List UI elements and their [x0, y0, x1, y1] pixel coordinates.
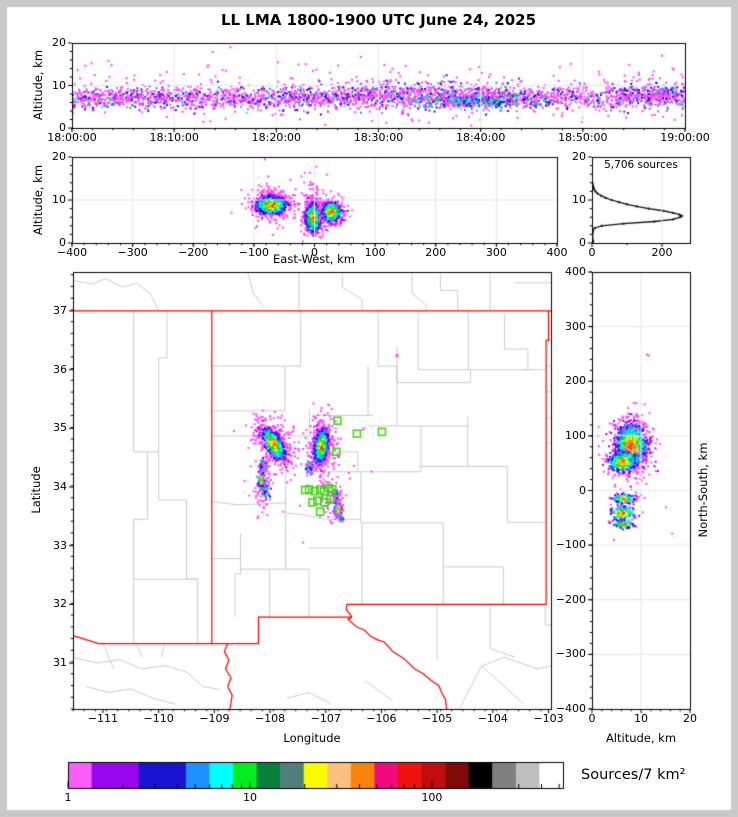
- tick-label: 18:30:00: [353, 131, 404, 144]
- tick-label: 10: [242, 791, 257, 804]
- tick-label: 200: [425, 246, 447, 259]
- tick-label: −111: [87, 712, 119, 725]
- tick-label: 200: [565, 374, 586, 388]
- axis-label-altitude-ns: Altitude, km: [605, 731, 677, 745]
- tick-label: 10: [572, 193, 586, 206]
- tick-label: −107: [310, 712, 341, 725]
- tick-label: 300: [485, 246, 507, 259]
- tick-label: 18:40:00: [455, 131, 506, 144]
- tick-label: 10: [52, 193, 66, 206]
- tick-label: 37: [53, 303, 67, 317]
- tick-label: 0: [59, 121, 66, 134]
- tick-label: 18:10:00: [149, 131, 199, 144]
- tick-label: −100: [238, 246, 269, 259]
- tick-label: 0: [311, 246, 318, 259]
- tick-label: 1: [64, 791, 72, 804]
- tick-label: 33: [53, 538, 67, 552]
- tick-label: −300: [555, 647, 586, 661]
- colorbar-label: Sources/7 km²: [581, 767, 686, 783]
- tick-label: −300: [117, 246, 148, 259]
- tick-label: −108: [254, 712, 286, 725]
- tick-label: −103: [533, 712, 564, 725]
- tick-label: −100: [555, 538, 586, 552]
- tick-label: 0: [579, 483, 586, 497]
- tick-label: −200: [555, 592, 586, 606]
- tick-label: 0: [579, 236, 586, 249]
- tick-label: 34: [53, 480, 67, 494]
- tick-label: −104: [477, 712, 508, 725]
- tick-label: 19:00:00: [660, 131, 710, 144]
- tick-label: 32: [53, 597, 67, 611]
- tick-label: 18:00:00: [47, 131, 97, 144]
- axis-label-east-west: East-West, km: [273, 252, 355, 266]
- tick-label: −110: [143, 712, 174, 725]
- tick-label: −109: [199, 712, 230, 725]
- page-title: LL LMA 1800-1900 UTC June 24, 2025: [220, 11, 537, 29]
- tick-label: 20: [683, 712, 697, 725]
- tick-label: 18:50:00: [558, 131, 608, 144]
- source-count-annotation: 5,706 sources: [604, 159, 678, 171]
- tick-label: 0: [59, 236, 66, 249]
- tick-label: 100: [421, 791, 443, 804]
- tick-label: 20: [572, 150, 586, 163]
- tick-label: 400: [565, 265, 586, 278]
- tick-label: 18:20:00: [251, 131, 302, 144]
- tick-label: 35: [53, 421, 67, 435]
- tick-label: 36: [53, 362, 67, 376]
- axis-label-north-south: North-South, km: [696, 442, 710, 538]
- tick-label: 31: [53, 656, 67, 670]
- tick-label: 0: [588, 246, 596, 259]
- tick-label: −400: [56, 246, 88, 259]
- tick-label: −105: [422, 712, 453, 725]
- tick-label: 20: [52, 36, 66, 49]
- tick-label: −200: [178, 246, 209, 259]
- tick-label: 400: [546, 246, 568, 259]
- axis-label-longitude: Longitude: [283, 731, 341, 745]
- tick-label: 0: [588, 712, 596, 725]
- tick-label: 100: [565, 428, 586, 442]
- tick-label: 10: [52, 78, 66, 92]
- tick-label: 200: [651, 246, 673, 259]
- tick-label: 100: [364, 246, 386, 259]
- tick-label: 20: [52, 150, 66, 163]
- tick-label: 10: [634, 712, 648, 725]
- tick-label: −106: [366, 712, 397, 725]
- tick-label: 300: [565, 319, 586, 333]
- tick-label: −400: [555, 702, 586, 715]
